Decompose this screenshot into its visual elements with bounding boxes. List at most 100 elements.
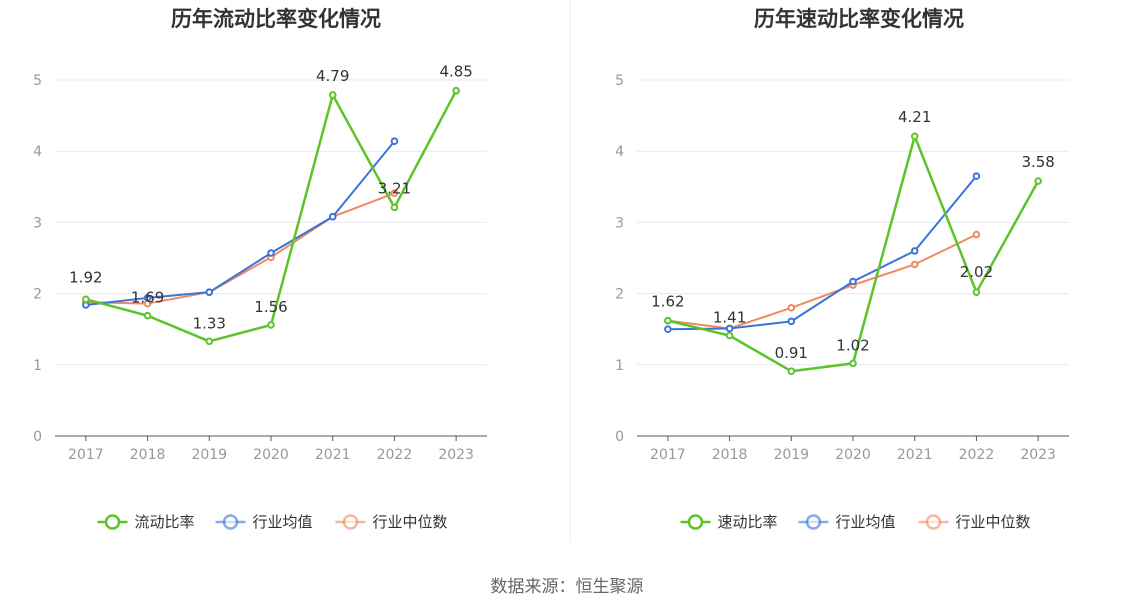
data-point-average [267, 249, 275, 257]
chart-title: 历年速动比率变化情况 [754, 7, 964, 31]
legend-marker [805, 514, 822, 530]
data-point-median [972, 230, 981, 239]
data-label: 2.02 [960, 263, 993, 281]
data-label: 1.62 [651, 293, 684, 311]
legend-label: 行业中位数 [956, 513, 1031, 531]
legend-item-average: 行业均值 [798, 513, 896, 531]
legend-item-average: 行业均值 [215, 513, 313, 531]
x-tick-label: 2018 [712, 447, 748, 463]
y-tick-label: 5 [33, 73, 42, 89]
data-point-median [787, 304, 796, 312]
series-line-average [85, 140, 396, 306]
x-tick-label: 2021 [315, 447, 351, 463]
data-point-average [725, 324, 734, 333]
legend-marker [104, 514, 121, 530]
y-tick-label: 2 [33, 287, 42, 303]
data-label: 3.21 [378, 179, 411, 197]
x-tick-label: 2017 [68, 447, 104, 463]
data-point-median [910, 260, 919, 269]
data-point-average [390, 137, 399, 146]
y-tick-label: 3 [615, 215, 624, 231]
data-point-average [664, 325, 672, 334]
data-label: 3.58 [1021, 153, 1054, 171]
y-tick-label: 4 [33, 144, 42, 160]
legend-item-median: 行业中位数 [918, 513, 1031, 531]
data-point-primary [452, 86, 460, 95]
data-point-primary [725, 331, 734, 340]
y-tick-label: 0 [33, 429, 42, 445]
y-tick-label: 2 [615, 287, 624, 303]
legend-item-primary: 速动比率 [680, 513, 778, 531]
data-label: 1.41 [713, 309, 746, 327]
x-tick-label: 2023 [1020, 447, 1056, 463]
data-point-primary [205, 337, 214, 346]
x-tick-label: 2019 [191, 447, 227, 463]
data-point-median [390, 189, 399, 198]
data-point-primary [390, 203, 399, 212]
legend-label: 速动比率 [718, 513, 778, 531]
x-tick-label: 2017 [650, 447, 686, 463]
x-tick-label: 2020 [835, 447, 871, 463]
series-line-average [667, 175, 978, 331]
y-tick-label: 1 [33, 358, 42, 374]
source-note: 数据来源：恒生聚源 [491, 577, 644, 597]
x-tick-label: 2022 [377, 447, 413, 463]
data-point-primary [328, 91, 337, 99]
data-point-primary [972, 288, 981, 296]
x-tick-label: 2018 [130, 447, 166, 463]
data-point-average [787, 317, 796, 326]
data-point-primary [787, 367, 796, 376]
y-tick-label: 5 [615, 73, 624, 89]
series-primary [82, 86, 460, 346]
x-tick-label: 2023 [438, 447, 474, 463]
legend-label: 行业均值 [836, 513, 896, 531]
data-point-average [328, 212, 337, 221]
data-label: 4.79 [316, 67, 349, 85]
data-label: 0.91 [775, 344, 808, 362]
legend-marker [925, 514, 942, 530]
data-point-primary [143, 311, 152, 320]
data-point-average [910, 247, 919, 255]
x-tick-label: 2019 [773, 447, 809, 463]
data-point-average [849, 277, 857, 286]
series-line-median [667, 233, 977, 330]
legend-marker [222, 514, 239, 530]
data-point-primary [1034, 177, 1042, 185]
data-label: 1.33 [193, 314, 226, 332]
data-point-average [972, 172, 981, 180]
data-label: 1.92 [69, 268, 102, 286]
data-label: 4.85 [439, 63, 472, 81]
legend-marker [687, 514, 704, 530]
legend-label: 行业中位数 [373, 513, 448, 531]
data-point-primary [849, 359, 857, 368]
chart-panel-1: 历年流动比率变化情况 0 1 2 3 4 5 2017 2018 2019 2020 2021 2022… [33, 7, 487, 531]
data-point-primary [267, 321, 275, 329]
series-primary [664, 132, 1042, 376]
legend-marker [342, 514, 359, 530]
data-point-primary [664, 316, 672, 325]
data-label: 1.56 [254, 298, 287, 316]
y-tick-label: 0 [615, 429, 624, 445]
data-point-primary [910, 132, 919, 141]
series-line-median [85, 192, 395, 305]
data-point-primary [82, 295, 90, 304]
data-label: 1.69 [131, 289, 164, 307]
chart-title: 历年流动比率变化情况 [171, 7, 381, 31]
legend-label: 行业均值 [253, 513, 313, 531]
data-point-average [143, 294, 152, 302]
x-tick-label: 2020 [253, 447, 289, 463]
x-tick-label: 2022 [959, 447, 995, 463]
y-tick-label: 3 [33, 215, 42, 231]
series-average [664, 172, 981, 334]
chart-panel-2: 历年速动比率变化情况 0 1 2 3 4 5 2017 2018 2019 2020 2021 2022… [615, 7, 1069, 531]
legend-item-median: 行业中位数 [335, 513, 448, 531]
series-average [82, 137, 399, 309]
data-label: 1.02 [836, 336, 869, 354]
legend-label: 流动比率 [135, 513, 195, 531]
legend-item-primary: 流动比率 [97, 513, 195, 531]
x-tick-label: 2021 [897, 447, 933, 463]
data-label: 4.21 [898, 108, 931, 126]
y-tick-label: 4 [615, 144, 624, 160]
data-point-average [205, 288, 214, 296]
